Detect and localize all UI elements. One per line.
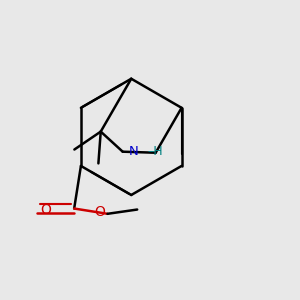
Text: O: O — [40, 203, 52, 218]
Text: N: N — [128, 145, 138, 158]
Text: O: O — [94, 205, 105, 219]
Text: –H: –H — [147, 145, 163, 158]
